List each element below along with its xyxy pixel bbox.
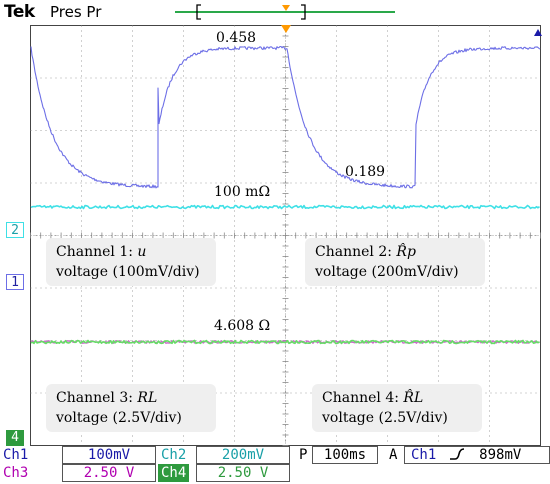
- graticule-grid: [30, 25, 541, 446]
- acquisition-mode-label: Pres Pr: [50, 3, 102, 21]
- ch1-ground-marker[interactable]: 1: [6, 274, 24, 290]
- trigger-level: 898mV: [479, 447, 522, 463]
- ch4-readout-label[interactable]: Ch4: [158, 464, 190, 482]
- ch3-scale-readout[interactable]: 2.50 V: [62, 464, 156, 482]
- ch3-note-scale: voltage (2.5V/div): [56, 410, 182, 426]
- ch2-note: Channel 2: R̂p voltage (200mV/div): [305, 238, 485, 286]
- ch2-note-title: Channel 2:: [315, 244, 392, 260]
- ch2-scale-readout[interactable]: 200mV: [196, 446, 290, 464]
- ch2-note-symbol: R̂p: [396, 244, 416, 260]
- ch3-note-symbol: RL: [137, 390, 158, 406]
- waveform-traces: [30, 45, 541, 345]
- ch2-trace: [30, 204, 540, 210]
- ch4-ground-marker[interactable]: 4: [6, 430, 24, 446]
- ch4-level-label: 4.608 Ω: [214, 318, 271, 334]
- ch2-level-label: 100 mΩ: [214, 184, 271, 200]
- ch4-note-scale: voltage (2.5V/div): [322, 410, 448, 426]
- ch3-trace: [30, 340, 540, 344]
- ch1-note-title: Channel 1:: [56, 244, 133, 260]
- timebase-readout[interactable]: 100ms: [312, 446, 378, 464]
- ch4-trace: [30, 339, 540, 345]
- trigger-readout[interactable]: Ch1 898mV: [404, 446, 550, 464]
- ch1-trace: [30, 45, 541, 189]
- ch4-scale-readout[interactable]: 2.50 V: [196, 464, 290, 482]
- trigger-mode-label: A: [389, 447, 398, 463]
- ch4-note: Channel 4: R̂L voltage (2.5V/div): [312, 384, 482, 432]
- ch1-note-scale: voltage (100mV/div): [56, 264, 200, 280]
- low-value-label: 0.189: [345, 164, 386, 180]
- ch3-readout-label[interactable]: Ch3: [3, 465, 29, 481]
- ch1-note-symbol: u: [137, 244, 147, 260]
- tektronix-logo: Tek: [4, 2, 35, 22]
- peak-value-label: 0.458: [216, 30, 257, 46]
- trigger-position-icon[interactable]: [281, 25, 291, 33]
- trigger-source: Ch1: [411, 447, 437, 463]
- ch2-readout-label[interactable]: Ch2: [161, 447, 187, 463]
- rising-edge-icon: [449, 448, 464, 460]
- ch1-scale-readout[interactable]: 100mV: [62, 446, 156, 464]
- ch4-note-symbol: R̂L: [403, 390, 424, 406]
- ch2-note-scale: voltage (200mV/div): [315, 264, 459, 280]
- record-window-left-bracket: [196, 4, 201, 20]
- trigger-level-icon[interactable]: [534, 29, 542, 36]
- ch1-note: Channel 1: u voltage (100mV/div): [46, 238, 216, 286]
- record-trigger-icon: [282, 5, 290, 11]
- ch1-readout-label[interactable]: Ch1: [3, 447, 29, 463]
- ch2-ground-marker[interactable]: 2: [6, 222, 24, 238]
- ch4-note-title: Channel 4:: [322, 390, 399, 406]
- timebase-prefix: P: [299, 447, 308, 463]
- record-window-right-bracket: [301, 4, 306, 20]
- ch3-note-title: Channel 3:: [56, 390, 133, 406]
- ch3-note: Channel 3: RL voltage (2.5V/div): [46, 384, 216, 432]
